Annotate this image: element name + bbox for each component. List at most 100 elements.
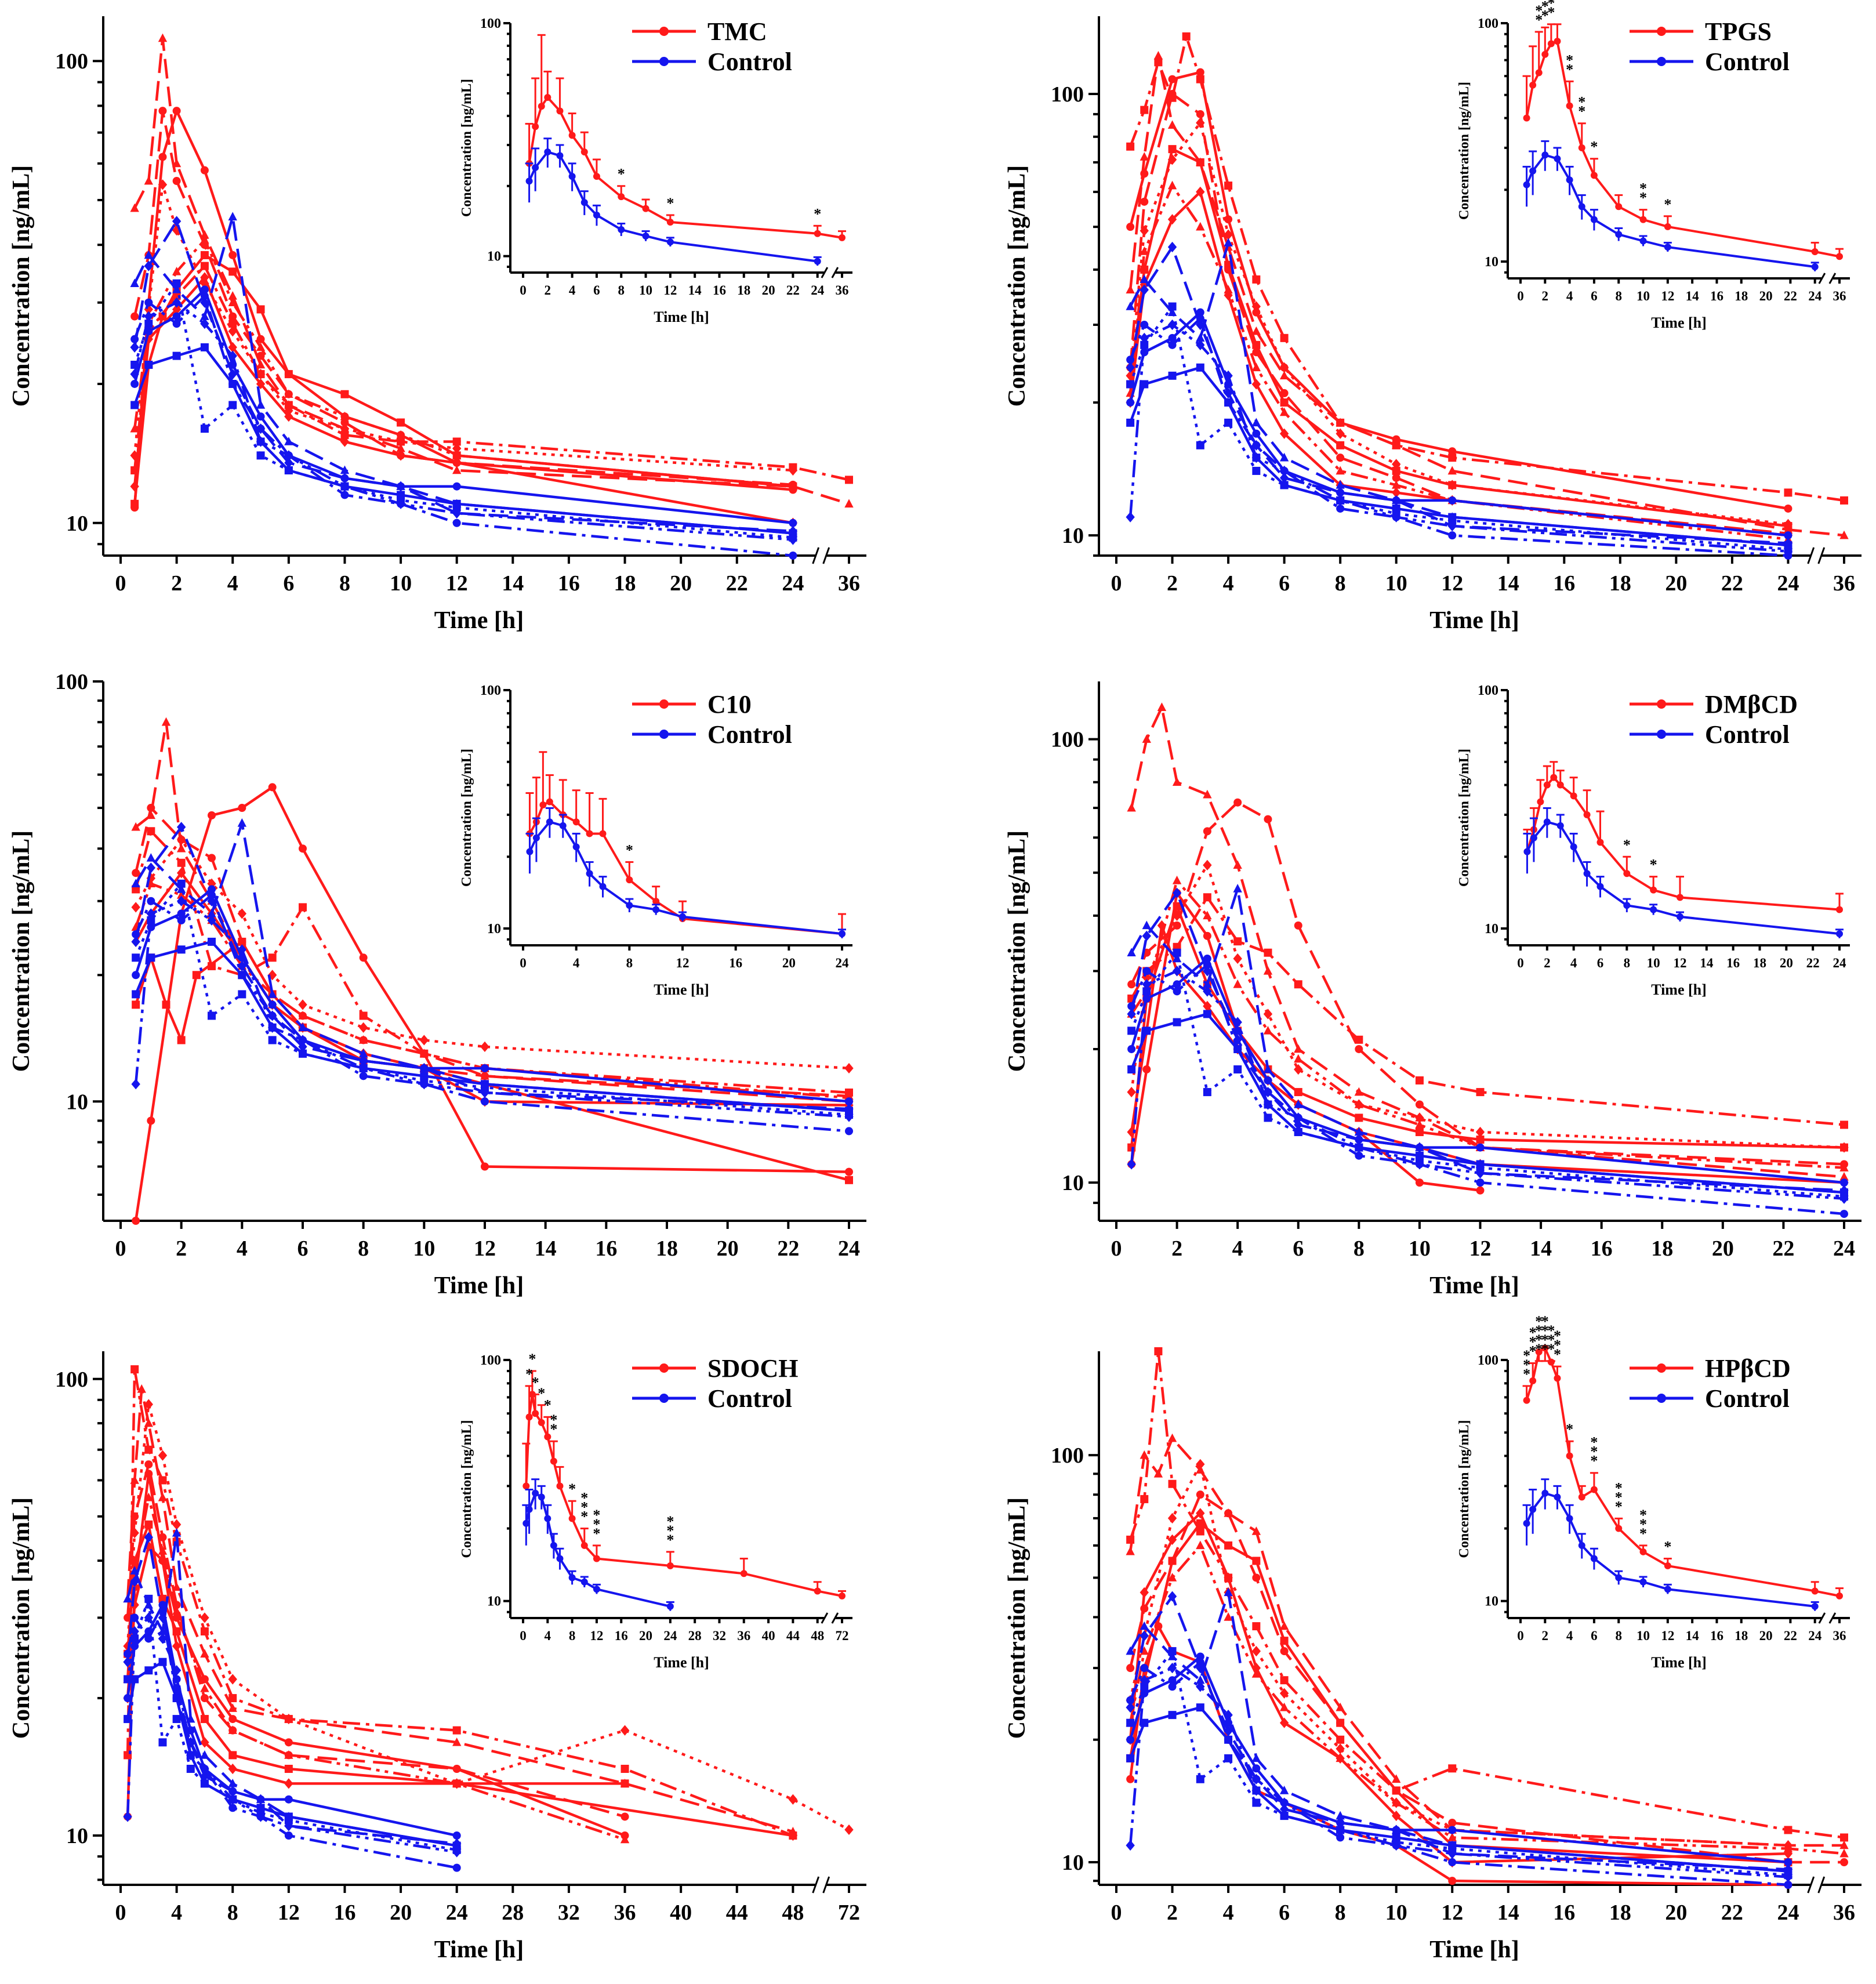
data-point [1142, 1065, 1151, 1073]
series-path [1130, 970, 1845, 1200]
data-point [788, 1794, 798, 1805]
data-point [1294, 1054, 1303, 1063]
significance-star: * [1639, 1507, 1647, 1524]
inset-mean-point [526, 848, 534, 855]
data-point [340, 418, 349, 427]
data-point [1336, 1718, 1345, 1727]
inset-mean-point [544, 94, 551, 101]
data-point [284, 1820, 293, 1831]
x-tick-label: 36 [1833, 289, 1846, 303]
data-point [132, 971, 140, 980]
x-tick-label: 24 [1808, 289, 1822, 303]
data-point [172, 279, 181, 288]
data-point [1196, 1681, 1205, 1692]
data-point [1391, 1798, 1401, 1807]
data-point [1336, 487, 1345, 498]
data-point [1279, 407, 1289, 416]
data-point [1126, 1754, 1135, 1762]
data-point [176, 834, 186, 845]
data-point [1203, 986, 1212, 997]
axis-break-mark [1818, 1612, 1826, 1624]
significance-star: * [1639, 1525, 1647, 1542]
data-point [452, 443, 462, 454]
data-point [1168, 93, 1177, 102]
data-point [228, 342, 237, 353]
data-point [1168, 1647, 1177, 1656]
data-point [1172, 875, 1182, 884]
axis-break-mark [1818, 273, 1826, 284]
data-point [1203, 789, 1212, 799]
inset-x-axis-title: Time [h] [654, 1654, 709, 1671]
x-tick-label: 16 [713, 283, 726, 298]
series-path [1128, 1544, 1845, 1855]
significance-star: * [666, 1522, 674, 1539]
data-point [238, 804, 246, 813]
data-point [256, 378, 266, 390]
data-point [256, 425, 265, 433]
data-point [1140, 106, 1149, 114]
data-point [144, 1634, 153, 1643]
inset-mean-point [538, 1493, 545, 1501]
data-point [144, 1460, 153, 1469]
x-tick-label: 8 [339, 571, 350, 596]
significance-star: * [1623, 836, 1631, 853]
inset-mean-point [666, 238, 674, 246]
data-point [1354, 1087, 1364, 1096]
axis-break-mark [831, 1612, 839, 1624]
inset-mean-point [1811, 248, 1819, 255]
data-point [1840, 1210, 1848, 1218]
x-tick-label: 16 [1710, 289, 1723, 303]
significance-star: * [1590, 1453, 1598, 1470]
data-point [1168, 1557, 1177, 1565]
significance-star: * [1650, 857, 1657, 873]
data-point [1172, 910, 1182, 921]
data-point [1157, 702, 1167, 711]
data-point [284, 411, 293, 422]
inset-mean-control [522, 1478, 674, 1611]
data-point [208, 854, 216, 862]
data-point [452, 1863, 461, 1872]
data-point [1126, 302, 1135, 310]
data-point [1140, 1495, 1149, 1503]
inset-y-axis-title: Concentration [ng/mL] [459, 749, 474, 887]
data-point [1280, 481, 1289, 489]
data-point [1336, 1817, 1345, 1829]
data-point [1294, 1088, 1302, 1097]
y-tick-label: 100 [55, 1368, 88, 1392]
data-point [1224, 418, 1233, 427]
significance-star: * [1541, 1341, 1549, 1358]
data-point [845, 1088, 853, 1097]
series-path [133, 264, 850, 481]
data-point [146, 879, 156, 888]
axis-break-mark [821, 1612, 829, 1624]
data-point [1392, 441, 1400, 449]
legend-marker [659, 1394, 669, 1403]
data-point [207, 909, 216, 917]
x-tick-label: 8 [1615, 1628, 1622, 1643]
data-point [340, 481, 350, 492]
data-point [158, 1594, 167, 1603]
data-point [1126, 1546, 1135, 1555]
x-tick-label: 16 [595, 1236, 617, 1261]
legend-label: Control [707, 720, 792, 749]
data-point [1172, 777, 1182, 786]
x-tick-label: 18 [656, 1236, 678, 1261]
inset-y-tick-label: 10 [1485, 1594, 1498, 1609]
series-line-treatment [1126, 117, 1793, 530]
data-point [419, 1035, 429, 1046]
inset-y-tick-label: 10 [487, 249, 501, 264]
x-tick-label: 12 [1661, 1628, 1674, 1643]
data-point [358, 1035, 368, 1044]
data-point [1196, 339, 1205, 350]
inset-y-axis-title: Concentration [ng/mL] [459, 1420, 474, 1558]
data-point [131, 879, 140, 888]
significance-star: * [544, 1397, 551, 1413]
inset-mean-point [593, 1586, 600, 1593]
series-line-treatment [1127, 702, 1849, 1181]
data-point [192, 971, 201, 980]
data-point [1280, 398, 1289, 407]
data-point [1224, 1587, 1233, 1597]
y-tick-label: 10 [66, 1824, 88, 1848]
data-point [1279, 371, 1289, 380]
